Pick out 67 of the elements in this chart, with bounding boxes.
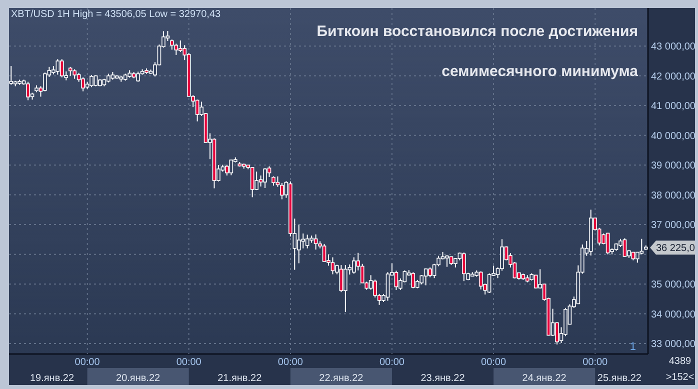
candlestick [428,266,432,278]
text: >152< [666,372,694,383]
candlestick [296,224,301,264]
x2-tick-label: 25.янв.22 [597,373,642,384]
candlestick [386,272,390,302]
candlestick [424,268,428,286]
x-tick-label: 00:00 [74,357,100,368]
candlestick [352,256,356,274]
text: 4389 [668,356,692,367]
chart-title: Биткоин восстановился после достижения семимесячного минимума [316,23,638,80]
x2-tick-label: 22.янв.22 [319,373,364,384]
candlestick [445,254,449,268]
candlestick [250,166,254,198]
candlestick [26,81,30,101]
y-tick-label: 37 000,00 [651,220,696,232]
candlestick [263,168,267,188]
candlestick [339,264,344,293]
candlestick [60,58,64,78]
y-tick-label: 43 000,00 [651,42,696,53]
candlestick [178,40,182,53]
y-tick-label: 35 000,00 [651,280,696,291]
candlestick [90,74,94,88]
x2-tick-label: 19.янв.22 [30,373,74,384]
y-tick-label: 38 000,00 [651,190,696,202]
y-tick-label: 33 000,00 [651,339,696,350]
y-tick-label: 40 000,00 [651,130,696,142]
y-tick-label: 41 000,00 [651,101,696,112]
annotation: 1 [630,341,636,353]
candlestick [478,270,483,290]
candlestick [462,252,466,282]
text: 36 225,0 [656,243,696,254]
x-tick-label: 00:00 [481,357,506,368]
y-tick-label: 39 000,00 [651,160,696,172]
x2-tick-label: 20.янв.22 [116,373,161,384]
candlestick [606,232,610,255]
x-tick-label: 00:00 [278,357,304,368]
candlestick [394,270,398,291]
candlestick [373,279,377,298]
candlestick [56,58,60,76]
x2-tick-label: 23.янв.22 [420,373,466,384]
candlestick [330,256,335,275]
candlestick [322,243,326,262]
x-tick-label: 00:00 [176,357,202,368]
candlestick [72,68,76,80]
candlestick [276,176,280,188]
candlestick [254,171,258,191]
candlestick [81,76,85,92]
candlestick [272,176,276,186]
x-tick-label: 00:00 [379,357,405,368]
x2-tick-label: 24.янв.22 [522,373,567,384]
candlestick [229,159,234,176]
candlestick [195,99,200,122]
candlestick [9,66,14,86]
candlestick [622,238,627,258]
candlestick [411,272,416,289]
y-tick-label: 42 000,00 [651,71,696,82]
candlestick [314,234,318,250]
candlestick [174,43,178,56]
candlestick [305,234,310,249]
y-tick-label: 34 000,00 [651,309,696,320]
chart-subtitle: XBT/USD 1H High = 43506,05 Low = 32970,43 [11,9,222,20]
candlestick [136,71,140,82]
candlestick [487,272,492,294]
x2-tick-label: 21.янв.22 [218,373,262,384]
candlestick [344,264,348,313]
candlestick [280,182,284,200]
x-tick-label: 00:00 [582,357,608,368]
